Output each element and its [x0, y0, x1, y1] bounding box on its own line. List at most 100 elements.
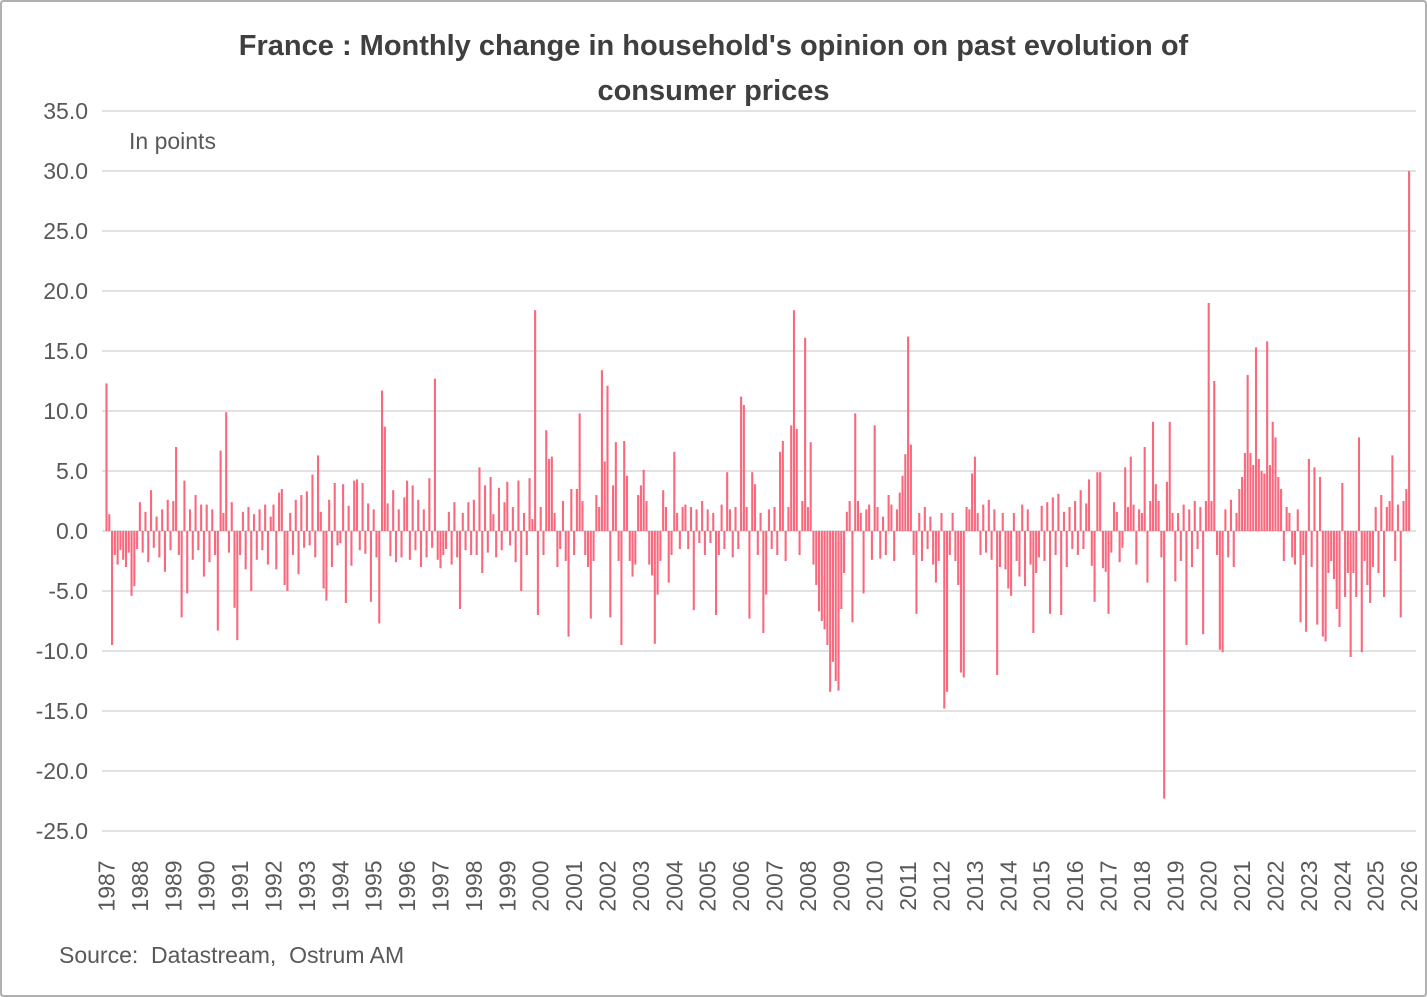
bar-1987-12 [136, 531, 139, 549]
bar-2003-01 [639, 485, 642, 531]
bar-2025-08 [1394, 531, 1397, 561]
bar-2019-10 [1199, 507, 1202, 531]
bar-2004-05 [684, 504, 687, 531]
bar-2011-03 [912, 531, 915, 555]
bar-2023-10 [1332, 531, 1335, 579]
bar-2020-02 [1210, 501, 1213, 531]
bar-2012-12 [971, 473, 974, 531]
bar-1991-06 [252, 514, 256, 531]
bar-1993-08 [325, 531, 328, 601]
bar-1994-03 [344, 531, 347, 603]
bar-2008-03 [812, 531, 815, 565]
bar-1988-03 [144, 511, 147, 531]
y-tick-label: -5.0 [48, 578, 88, 604]
bar-2018-03 [1146, 531, 1149, 583]
bar-1991-09 [261, 531, 264, 551]
bar-1992-04 [280, 489, 283, 531]
bar-2019-02 [1177, 513, 1180, 531]
bar-1995-07 [389, 531, 392, 557]
bar-2018-04 [1149, 501, 1152, 531]
bar-2022-11 [1302, 531, 1305, 555]
bar-1998-08 [492, 514, 495, 531]
bar-2014-08 [1026, 509, 1029, 531]
x-tick-label-2008: 2008 [795, 860, 821, 911]
bar-1988-11 [166, 499, 169, 531]
bar-1991-01 [239, 531, 242, 555]
bar-2023-12 [1338, 531, 1341, 627]
bar-1992-05 [283, 531, 286, 585]
bar-1989-12 [202, 531, 205, 577]
bar-2015-09 [1062, 511, 1066, 531]
bar-2008-02 [809, 442, 812, 531]
x-tick-label-1995: 1995 [361, 860, 387, 911]
bar-1993-07 [322, 531, 325, 589]
bar-2024-07 [1357, 437, 1361, 531]
y-tick-label: 35.0 [43, 98, 88, 124]
x-tick-label-2021: 2021 [1229, 860, 1255, 911]
bar-2014-07 [1023, 531, 1027, 587]
bar-2005-02 [709, 531, 712, 543]
bar-2025-09 [1396, 504, 1400, 531]
bar-2017-03 [1113, 502, 1116, 531]
bar-2016-05 [1085, 503, 1088, 531]
bar-1999-06 [520, 531, 523, 591]
bar-2016-07 [1090, 531, 1093, 566]
bar-2002-05 [617, 531, 620, 561]
bar-2011-12 [937, 531, 940, 561]
bar-2000-07 [556, 531, 559, 567]
x-tick-label-2010: 2010 [862, 860, 888, 911]
x-tick-label-1990: 1990 [194, 860, 220, 911]
bar-1989-04 [180, 531, 183, 618]
bar-2015-07 [1057, 493, 1060, 531]
bar-2008-12 [837, 531, 840, 691]
bar-2011-09 [929, 516, 932, 531]
bar-1994-04 [347, 505, 350, 531]
x-tick-label-2024: 2024 [1329, 860, 1355, 911]
bar-2006-11 [767, 509, 770, 531]
x-tick-label-2025: 2025 [1363, 860, 1389, 911]
bar-2013-11 [1001, 513, 1004, 531]
y-tick-label: 10.0 [43, 398, 88, 424]
chart-title: France : Monthly change in household's o… [2, 24, 1425, 114]
bar-2004-08 [692, 531, 695, 611]
bar-2005-11 [734, 507, 737, 531]
bar-1994-11 [367, 503, 370, 531]
bar-1987-02 [108, 514, 111, 531]
bar-2010-03 [879, 531, 882, 559]
bar-1993-04 [314, 531, 317, 558]
bar-1996-01 [406, 480, 409, 531]
bar-1992-07 [289, 513, 292, 531]
bar-2009-05 [851, 531, 854, 623]
bar-2012-09 [962, 531, 965, 678]
bar-2003-10 [664, 507, 667, 531]
bar-2004-03 [678, 531, 681, 549]
bar-2017-04 [1115, 511, 1118, 531]
bar-2021-08 [1260, 471, 1263, 531]
bar-2008-09 [829, 531, 832, 692]
bar-1993-02 [308, 531, 311, 546]
bar-2012-04 [948, 531, 951, 555]
bar-2007-06 [787, 507, 790, 531]
x-tick-label-2012: 2012 [929, 860, 955, 911]
bar-1990-01 [205, 504, 208, 531]
bar-2016-12 [1104, 531, 1107, 572]
bar-2004-10 [698, 531, 701, 543]
bar-1990-03 [211, 509, 214, 531]
y-tick-label: -25.0 [36, 818, 88, 844]
bar-2015-10 [1065, 531, 1068, 567]
bar-2017-01 [1107, 531, 1110, 614]
bar-1994-07 [355, 479, 359, 531]
bar-1991-10 [264, 504, 267, 531]
bar-2024-06 [1355, 531, 1358, 597]
y-tick-label: -15.0 [36, 698, 88, 724]
bar-2005-12 [737, 531, 740, 549]
bar-2018-05 [1151, 421, 1155, 531]
y-tick-label: -10.0 [36, 638, 88, 664]
bar-1990-12 [236, 531, 239, 641]
source-caption: Source: Datastream, Ostrum AM [59, 942, 405, 968]
bar-1999-02 [509, 531, 512, 546]
bar-2009-03 [845, 511, 848, 531]
bar-2000-06 [553, 513, 556, 531]
bar-1993-05 [316, 455, 320, 531]
